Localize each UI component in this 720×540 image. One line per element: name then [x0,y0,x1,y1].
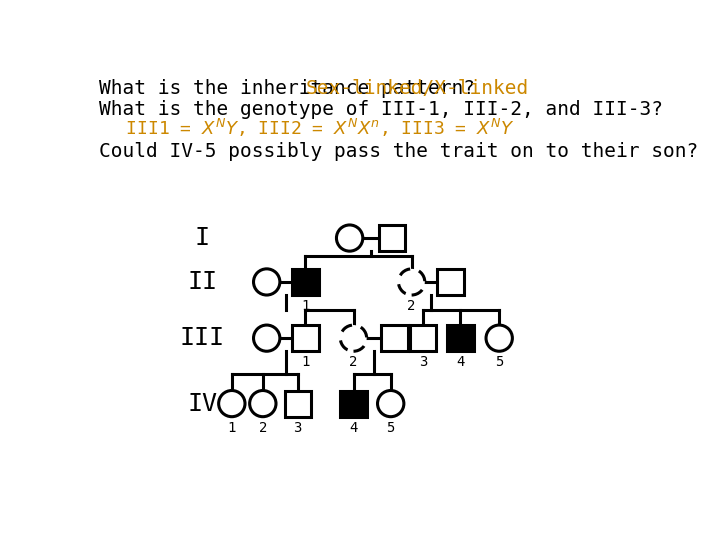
Text: 3: 3 [294,421,302,435]
Text: 3: 3 [419,355,428,369]
Bar [379,225,405,251]
Bar [292,325,319,351]
Bar [447,325,474,351]
Text: Sex-linked/X-linked: Sex-linked/X-linked [305,79,528,98]
Circle shape [486,325,513,351]
Bar [382,325,408,351]
Circle shape [253,269,280,295]
Circle shape [341,325,366,351]
Text: III: III [180,326,225,350]
Circle shape [336,225,363,251]
Circle shape [398,269,425,295]
Text: 2: 2 [408,299,416,313]
Text: 1: 1 [228,421,236,435]
Text: 1: 1 [301,299,310,313]
Text: 4: 4 [456,355,464,369]
Text: 2: 2 [258,421,267,435]
Circle shape [250,390,276,417]
Bar [341,390,366,417]
Text: 5: 5 [387,421,395,435]
Bar [437,269,464,295]
Text: 5: 5 [495,355,503,369]
Bar [410,325,436,351]
Text: 1: 1 [301,355,310,369]
Text: III1 = $X^{N}Y$, III2 = $X^{N}X^{n}$, III3 = $X^{N}Y$: III1 = $X^{N}Y$, III2 = $X^{N}X^{n}$, II… [104,117,514,139]
Bar [292,269,319,295]
Text: I: I [195,226,210,250]
Text: II: II [187,270,217,294]
Text: Could IV-5 possibly pass the trait on to their son?: Could IV-5 possibly pass the trait on to… [99,142,698,161]
Text: IV: IV [187,392,217,416]
Circle shape [253,325,280,351]
Text: What is the inheritance pattern?: What is the inheritance pattern? [99,79,487,98]
Text: 2: 2 [349,355,358,369]
Bar [284,390,311,417]
Text: What is the genotype of III-1, III-2, and III-3?: What is the genotype of III-1, III-2, an… [99,100,663,119]
Text: 4: 4 [349,421,358,435]
Circle shape [377,390,404,417]
Circle shape [219,390,245,417]
